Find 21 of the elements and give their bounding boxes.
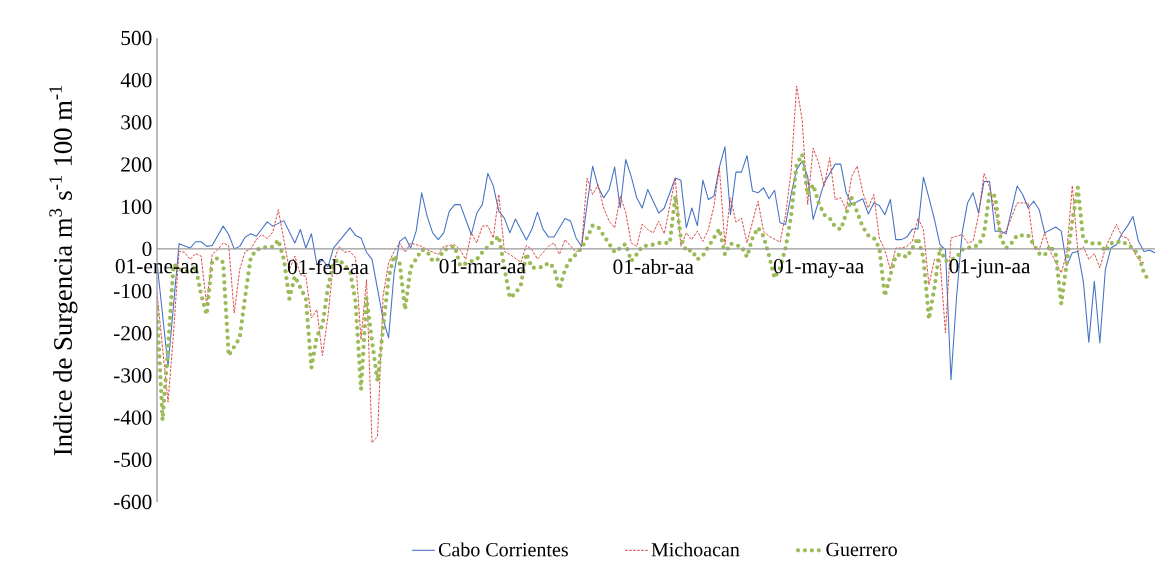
y-tick-label: 200: [121, 157, 152, 172]
y-tick-label: 100: [122, 199, 152, 214]
legend-label: Michoacan: [651, 542, 740, 557]
x-tick-label: 01-abr-aa: [613, 258, 694, 274]
y-tick-label: 300: [121, 115, 152, 130]
y-tick-label: 0: [142, 241, 152, 257]
x-tick-label: 01-may-aa: [773, 258, 864, 278]
x-tick-label: 01-ene-aa: [115, 258, 199, 274]
y-tick-label: -400: [113, 410, 152, 425]
y-axis-title: Indice de Surgencia m$^{3}$ s$^{-1}$ 100 m$^{-1}$: [49, 85, 78, 456]
x-tick-label: 01-feb-aa: [287, 258, 369, 275]
legend-label: Guerrero: [826, 542, 897, 557]
legend-label: Cabo Corrientes: [438, 542, 568, 557]
y-tick-label: 500: [121, 30, 152, 46]
y-tick-label: -600: [113, 494, 152, 510]
x-tick-label: 01-jun-aa: [949, 258, 1031, 278]
y-tick-label: -200: [113, 326, 152, 341]
y-tick-label: -300: [113, 368, 152, 383]
y-tick-label: 400: [120, 72, 152, 88]
y-tick-label: -500: [113, 452, 152, 467]
y-tick-label: -100: [113, 283, 152, 299]
